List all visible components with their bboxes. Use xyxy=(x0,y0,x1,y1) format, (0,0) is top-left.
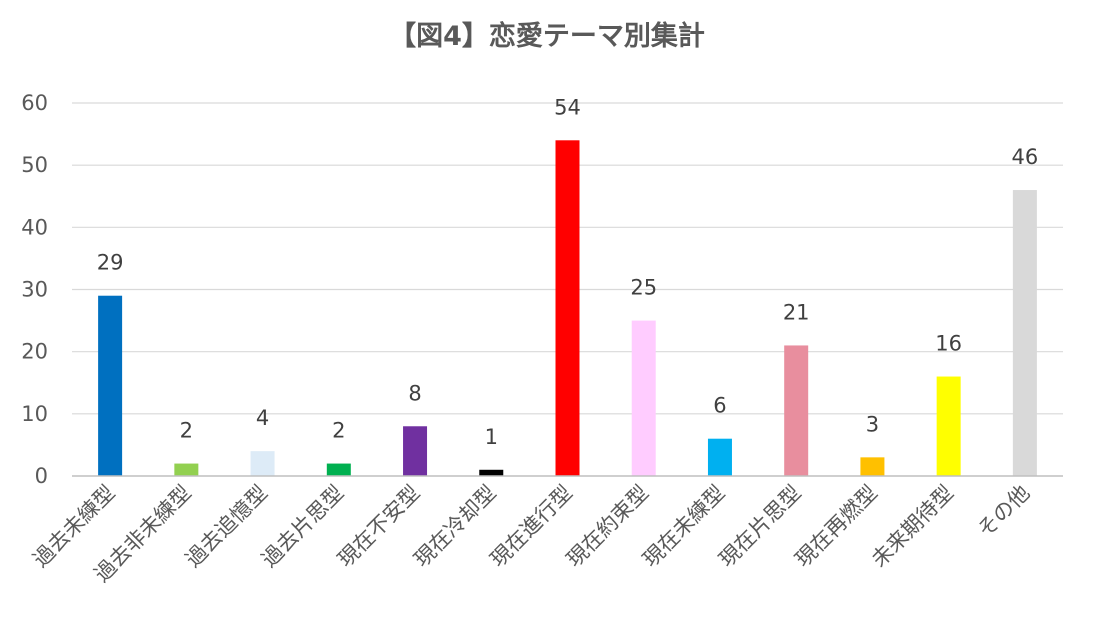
data-labels: 29 2 4 2 8 1 54 25 6 21 3 16 46 xyxy=(97,95,1039,448)
data-label: 21 xyxy=(783,300,810,324)
data-label: 46 xyxy=(1012,145,1039,169)
bar xyxy=(326,463,351,476)
bar xyxy=(403,426,428,476)
chart-title: 【図4】恋愛テーマ別集計 xyxy=(389,21,705,52)
data-label: 29 xyxy=(97,251,124,275)
bar xyxy=(707,438,732,476)
bar xyxy=(784,345,809,476)
x-tick-label: 現在不安型 xyxy=(333,481,424,572)
x-tick-label: その他 xyxy=(973,481,1035,543)
data-label: 2 xyxy=(332,419,345,443)
y-tick-label: 20 xyxy=(21,340,48,364)
y-tick-label: 0 xyxy=(35,464,48,488)
bars xyxy=(98,140,1037,477)
data-label: 2 xyxy=(180,419,193,443)
bar xyxy=(479,469,504,476)
y-tick-label: 30 xyxy=(21,278,48,302)
bar xyxy=(1012,190,1037,477)
y-tick-label: 60 xyxy=(21,91,48,115)
x-tick-label: 未来期待型 xyxy=(867,481,958,572)
data-label: 16 xyxy=(935,332,962,356)
x-tick-label: 現在片思型 xyxy=(715,481,806,572)
data-label: 3 xyxy=(866,412,879,436)
data-label: 54 xyxy=(554,95,581,119)
bar xyxy=(936,376,961,476)
y-tick-label: 10 xyxy=(21,402,48,426)
bar xyxy=(250,451,275,476)
data-label: 8 xyxy=(408,381,421,405)
x-tick-label: 現在未練型 xyxy=(638,481,729,572)
x-tick-label: 過去追憶型 xyxy=(181,481,272,572)
bar xyxy=(860,457,885,476)
bar xyxy=(555,140,580,477)
y-tick-label: 40 xyxy=(21,215,48,239)
x-tick-label: 現在冷却型 xyxy=(410,481,501,572)
bar xyxy=(98,295,123,476)
data-label: 6 xyxy=(713,394,726,418)
data-label: 4 xyxy=(256,406,269,430)
x-tick-label: 過去片思型 xyxy=(257,481,348,572)
x-tick-label: 現在再燃型 xyxy=(791,481,882,572)
x-tick-label: 現在約束型 xyxy=(562,481,653,572)
data-label: 25 xyxy=(630,276,657,300)
y-tick-label: 50 xyxy=(21,153,48,177)
x-tick-label: 現在進行型 xyxy=(486,481,577,572)
bar xyxy=(631,320,656,476)
bar xyxy=(174,463,199,476)
data-label: 1 xyxy=(485,425,498,449)
